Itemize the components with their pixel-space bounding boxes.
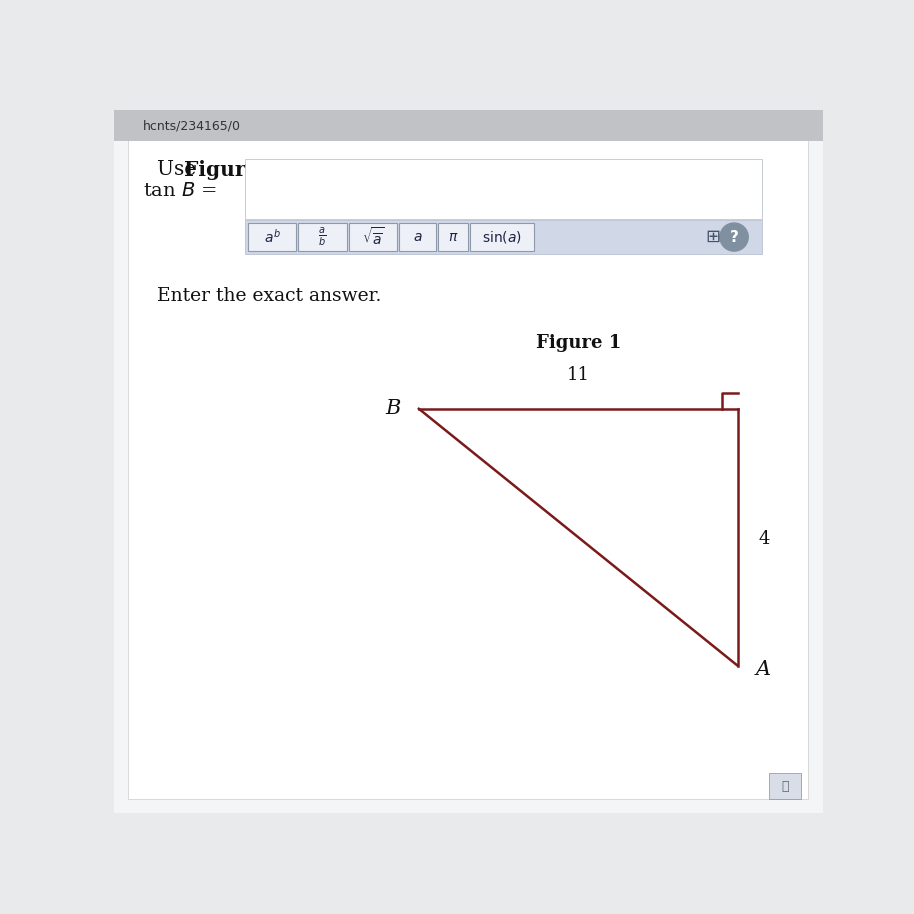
Bar <box>438 223 468 251</box>
Text: 11: 11 <box>567 367 590 384</box>
Bar <box>245 220 762 254</box>
Text: $\sqrt{\overline{a}}$: $\sqrt{\overline{a}}$ <box>362 226 384 249</box>
Text: tan $B$ =: tan $B$ = <box>143 182 217 199</box>
Text: $\sin(a)$: $\sin(a)$ <box>482 229 522 245</box>
Bar <box>470 223 534 251</box>
Text: A: A <box>755 660 771 679</box>
Text: Figure 1: Figure 1 <box>184 160 279 179</box>
Text: $\pi$: $\pi$ <box>448 230 458 244</box>
Text: B: B <box>386 399 401 419</box>
Text: hcnts/234165/0: hcnts/234165/0 <box>143 120 240 133</box>
Circle shape <box>720 223 749 251</box>
Bar <box>245 159 762 218</box>
Text: ⊞: ⊞ <box>706 228 720 246</box>
Text: $a$: $a$ <box>412 230 422 244</box>
Bar <box>248 223 296 251</box>
Bar <box>349 223 397 251</box>
Text: to evaluate the trigonometric function.: to evaluate the trigonometric function. <box>238 160 643 179</box>
Text: 4: 4 <box>759 530 771 548</box>
Text: 🗋: 🗋 <box>781 780 789 792</box>
Text: $a^b$: $a^b$ <box>264 228 281 246</box>
Text: $\frac{a}{b}$: $\frac{a}{b}$ <box>318 226 326 249</box>
Text: ?: ? <box>729 229 739 245</box>
Bar <box>299 223 346 251</box>
Bar <box>114 110 823 142</box>
Bar <box>770 772 802 800</box>
Bar <box>399 223 436 251</box>
Text: Figure 1: Figure 1 <box>536 335 621 353</box>
Text: Enter the exact answer.: Enter the exact answer. <box>157 287 381 305</box>
Text: Use: Use <box>157 160 202 179</box>
